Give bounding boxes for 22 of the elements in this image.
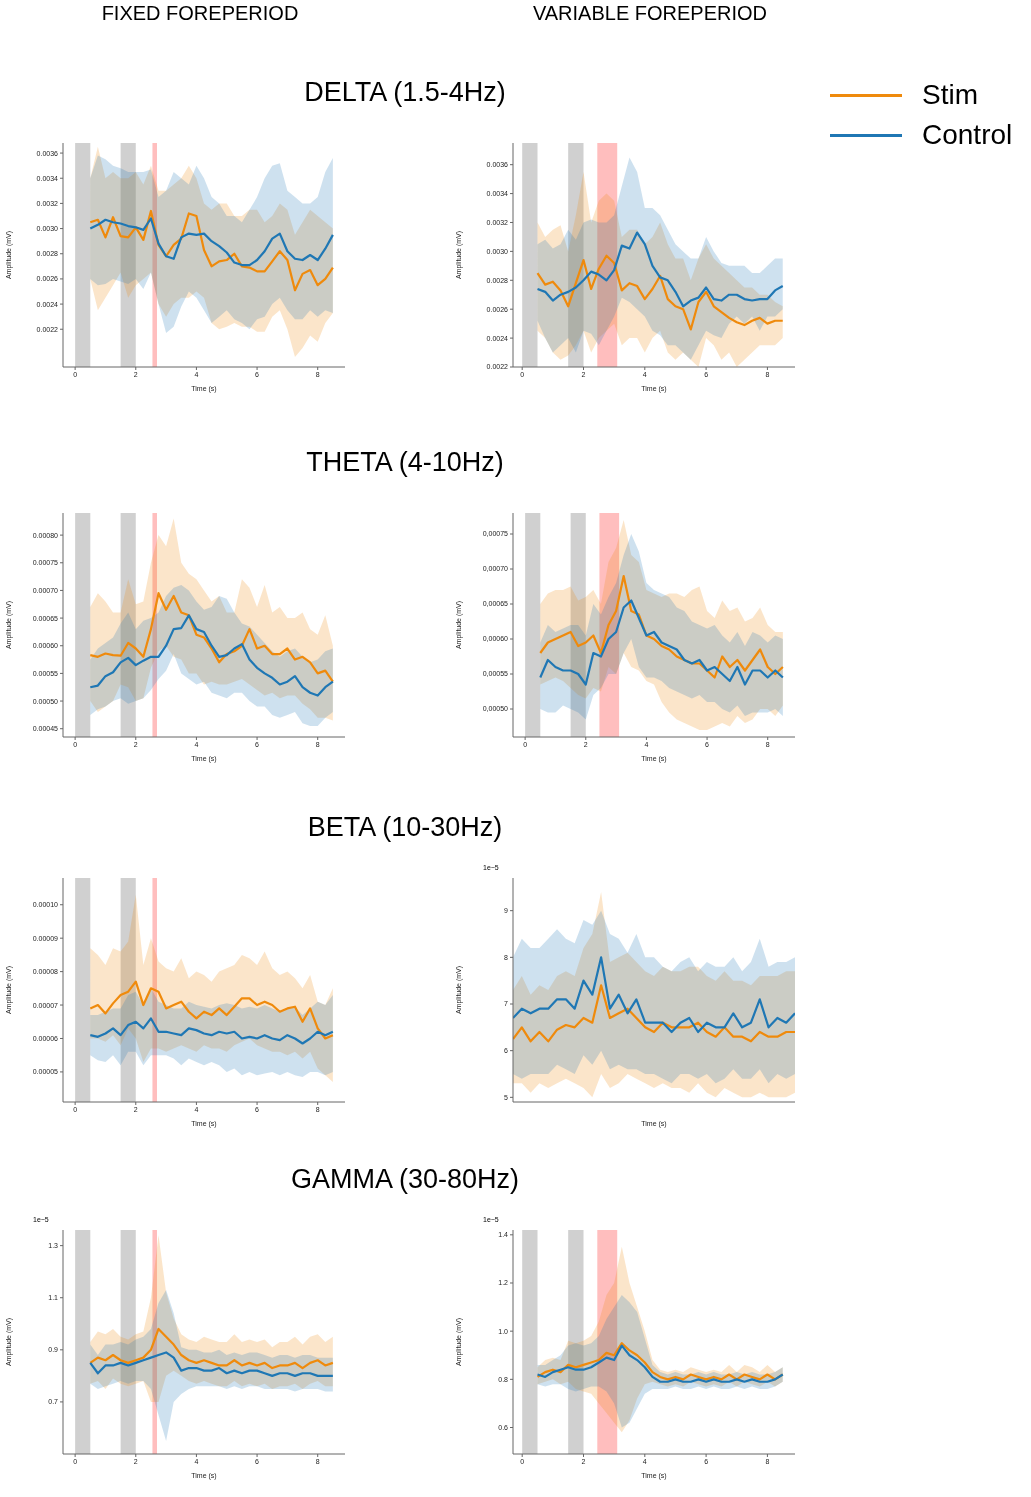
text: BETA (10-30Hz)	[306, 812, 504, 843]
line-series	[89, 1327, 334, 1370]
line-series	[89, 980, 334, 1040]
line-series	[89, 209, 334, 292]
text: DELTA (1.5-4Hz)	[303, 77, 507, 108]
chart-subtitle: VARIABLE FOREPERIOD	[531, 2, 769, 25]
line-series	[539, 599, 784, 686]
line-series	[89, 1351, 334, 1377]
line-series	[89, 614, 334, 697]
line-series	[536, 254, 784, 331]
text: THETA (4-10Hz)	[305, 447, 505, 478]
line-series	[539, 574, 784, 679]
line-series	[89, 592, 334, 683]
legend-label: Stim	[922, 79, 978, 111]
line-series	[513, 984, 795, 1043]
line-series	[513, 956, 795, 1034]
chart-subtitle: FIXED FOREPERIOD	[100, 2, 300, 25]
line-series	[89, 217, 334, 267]
text: GAMMA (30-80Hz)	[289, 1164, 521, 1195]
line-series	[536, 231, 784, 308]
legend-label: Control	[922, 119, 1013, 151]
line-series	[89, 1017, 334, 1045]
